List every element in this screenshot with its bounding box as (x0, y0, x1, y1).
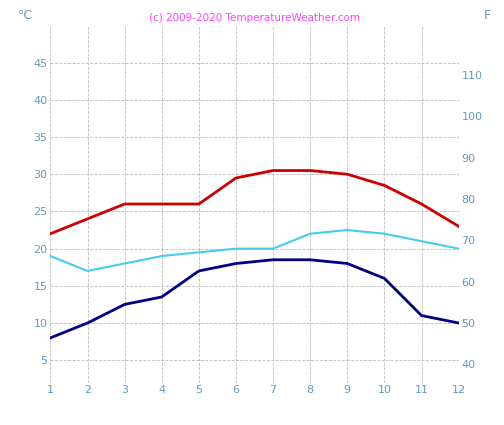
Text: °C: °C (18, 9, 33, 22)
Text: F: F (484, 9, 491, 22)
Title: (c) 2009-2020 TemperatureWeather.com: (c) 2009-2020 TemperatureWeather.com (149, 13, 360, 23)
